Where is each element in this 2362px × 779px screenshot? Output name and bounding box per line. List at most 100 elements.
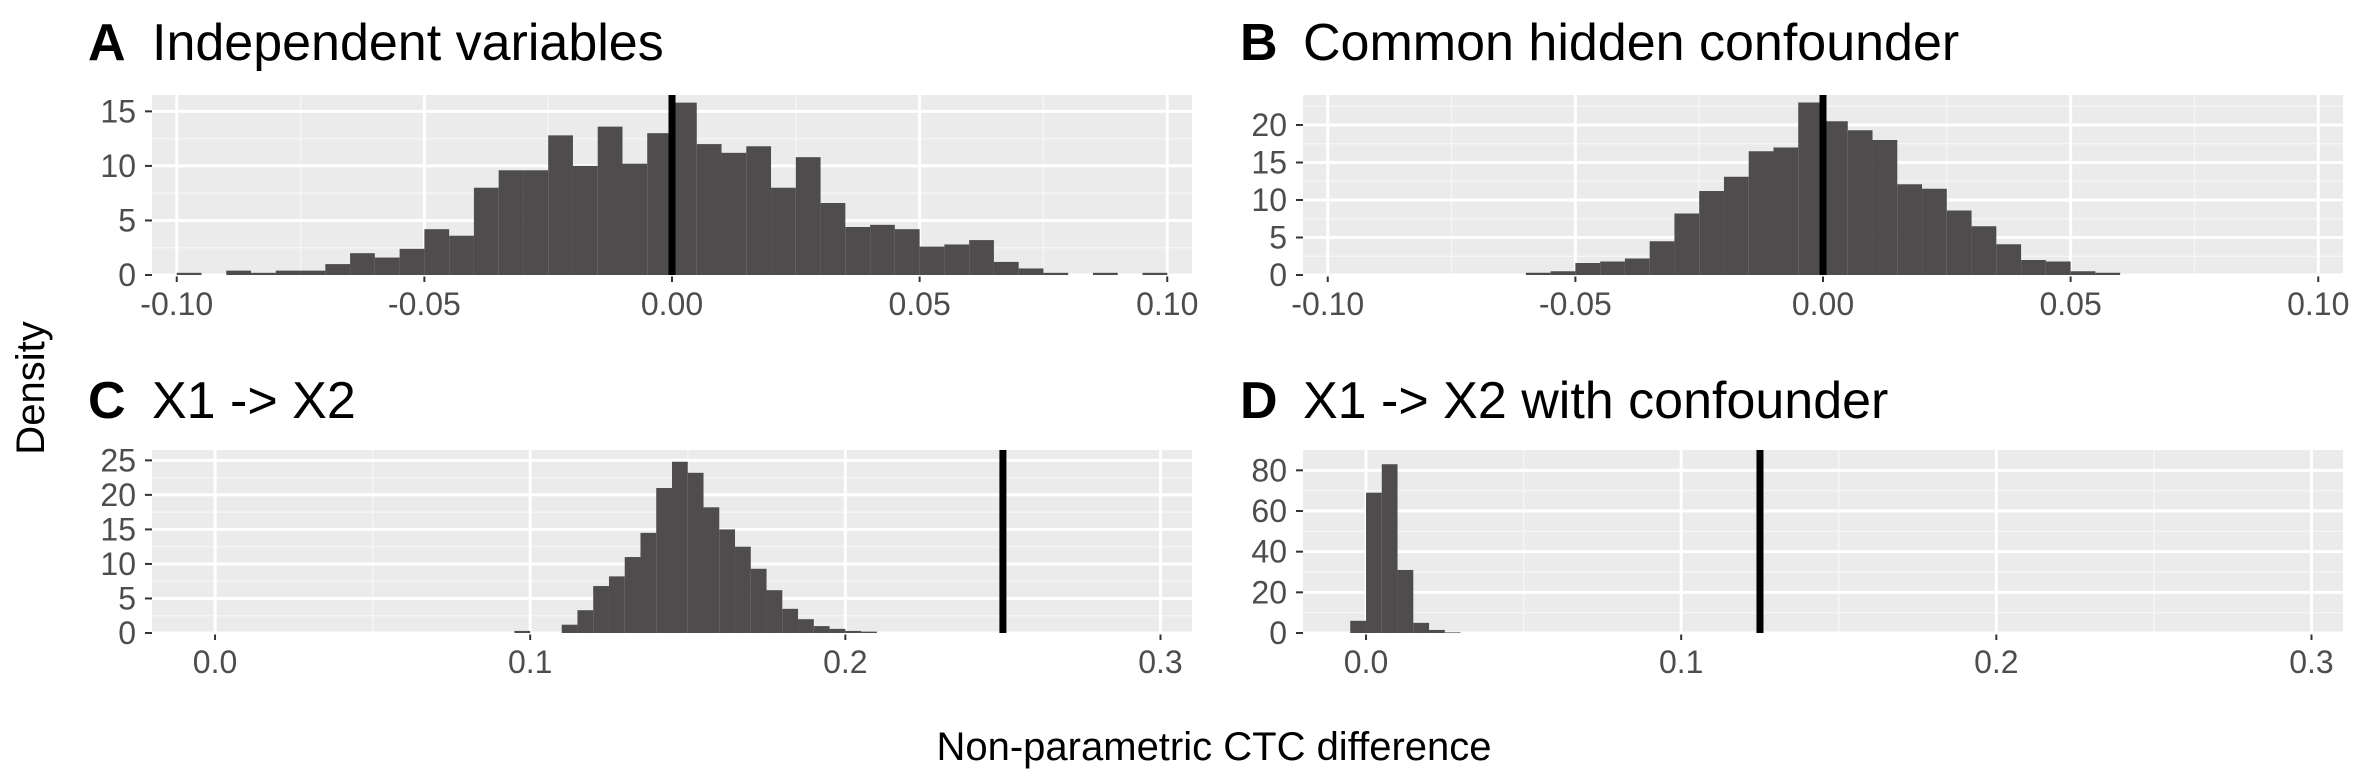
panel-a-histogram-bar xyxy=(548,135,573,275)
panel-a-histogram-bar xyxy=(795,157,821,275)
panel-c-xtick-label: 0.2 xyxy=(823,644,867,680)
panel-b-histogram-bar xyxy=(2070,271,2096,275)
panel-a-histogram-bar xyxy=(647,133,672,275)
panel-c-ytick-label: 5 xyxy=(118,580,136,616)
panel-b-xtick-label: 0.00 xyxy=(1792,286,1854,322)
panel-d-ytick-label: 60 xyxy=(1251,493,1287,529)
panel-c-xtick-label: 0.1 xyxy=(508,644,552,680)
panel-a-histogram-bar xyxy=(449,235,474,275)
panel-a-ytick-label: 15 xyxy=(100,93,136,129)
panel-c-histogram-bar xyxy=(561,624,578,633)
panel-a-histogram-bar xyxy=(1092,272,1118,275)
panel-a-xtick-label: 0.00 xyxy=(641,286,703,322)
panel-c-histogram-bar xyxy=(514,630,531,633)
panel-c-ytick-label: 20 xyxy=(100,477,136,513)
panel-b-histogram-bar xyxy=(1798,102,1823,275)
panel-a-histogram-bar xyxy=(176,272,202,275)
panel-c-histogram-bar xyxy=(608,576,625,633)
panel-a-ytick-label: 0 xyxy=(118,257,136,293)
panel-c-histogram-bar xyxy=(703,507,720,633)
panel-a-histogram-bar xyxy=(350,253,375,275)
panel-b-histogram-bar xyxy=(1946,210,1972,275)
panel-c-histogram-bar xyxy=(593,586,609,633)
panel-c-histogram-bar xyxy=(687,472,704,633)
panel-a-histogram-bar xyxy=(473,187,499,275)
panel-b-histogram-bar xyxy=(1624,258,1650,275)
panel-c-histogram-bar xyxy=(782,608,799,633)
panel-c-histogram-bar xyxy=(577,610,594,633)
panel-c-xtick-label: 0.3 xyxy=(1138,644,1182,680)
panel-b-xtick-label: 0.10 xyxy=(2287,286,2349,322)
panel-b-ytick-label: 5 xyxy=(1269,220,1287,256)
panel-c-histogram-bar xyxy=(672,461,688,633)
panel-c-histogram-bar xyxy=(845,630,862,633)
panel-a-xtick-label: -0.10 xyxy=(140,286,213,322)
panel-c-histogram-bar xyxy=(656,487,672,633)
panel-d-histogram-bar xyxy=(1397,569,1414,633)
panel-d-histogram-bar xyxy=(1366,492,1382,633)
panel-a-title: Independent variables xyxy=(152,14,664,72)
panel-b-histogram-bar xyxy=(1773,147,1799,275)
panel-c-title: X1 -> X2 xyxy=(152,372,356,430)
panel-c-histogram-bar xyxy=(750,568,767,633)
panel-b-histogram-bar xyxy=(1723,176,1749,275)
panel-b-histogram-bar xyxy=(2095,272,2121,275)
x-axis-title: Non-parametric CTC difference xyxy=(936,725,1491,769)
panel-d-ytick-label: 0 xyxy=(1269,615,1287,651)
panel-c-histogram-bar xyxy=(798,619,814,633)
panel-b-histogram-bar xyxy=(1649,241,1675,275)
panel-b-histogram-bar xyxy=(1525,272,1551,275)
panel-a-histogram-bar xyxy=(696,144,722,275)
panel-a-histogram-bar xyxy=(969,240,994,275)
panel-b-histogram-bar xyxy=(1674,213,1700,275)
panel-a-histogram-bar xyxy=(1142,272,1168,275)
panel-c-histogram-bar xyxy=(640,532,657,633)
panel-a-histogram-bar xyxy=(226,270,252,275)
panel-d-ytick-label: 40 xyxy=(1251,534,1287,570)
panel-b-ytick-label: 20 xyxy=(1251,107,1287,143)
panel-c-histogram-bar xyxy=(735,546,751,633)
panel-a-xtick-label: 0.10 xyxy=(1136,286,1198,322)
panel-b-ytick-label: 0 xyxy=(1269,257,1287,293)
panel-a-letter: A xyxy=(88,14,126,72)
panel-b-histogram-bar xyxy=(1971,226,1997,275)
panel-b-histogram-bar xyxy=(2045,261,2071,275)
panel-b-histogram-bar xyxy=(1996,244,2022,275)
panel-b-ytick-label: 10 xyxy=(1251,182,1287,218)
panel-a-xtick-label: -0.05 xyxy=(388,286,461,322)
panel-d-xtick-label: 0.2 xyxy=(1974,644,2018,680)
panel-a-histogram-bar xyxy=(746,146,772,275)
panel-b-histogram-bar xyxy=(1823,121,1848,275)
panel-a-histogram-bar xyxy=(919,246,945,275)
panel-c-histogram-bar xyxy=(766,590,783,633)
panel-a-histogram-bar xyxy=(251,272,276,275)
panel-a-histogram-bar xyxy=(870,224,895,275)
panel-a-histogram-bar xyxy=(672,102,697,276)
panel-a-histogram-bar xyxy=(1018,268,1044,275)
panel-a-histogram-bar xyxy=(820,203,846,275)
panel-c-letter: C xyxy=(88,372,126,430)
panel-c-histogram-bar xyxy=(624,557,641,633)
panel-b-histogram-bar xyxy=(1699,191,1724,275)
panel-a-histogram-bar xyxy=(325,264,351,275)
panel-a-histogram-bar xyxy=(523,170,549,275)
panel-c-ytick-label: 0 xyxy=(118,615,136,651)
panel-d-ytick-label: 80 xyxy=(1251,452,1287,488)
panel-d-histogram-bar xyxy=(1429,629,1445,633)
panel-b-xtick-label: -0.10 xyxy=(1291,286,1364,322)
panel-b-histogram-bar xyxy=(1600,261,1625,275)
panel-a-histogram-bar xyxy=(1043,272,1069,275)
panel-a-histogram-bar xyxy=(374,257,400,275)
panel-a-histogram-bar xyxy=(572,165,598,275)
panel-b-histogram-bar xyxy=(1897,184,1923,275)
panel-a-histogram-bar xyxy=(894,229,920,275)
panel-c-xtick-label: 0.0 xyxy=(193,644,237,680)
panel-d-ytick-label: 20 xyxy=(1251,574,1287,610)
panel-b-title: Common hidden confounder xyxy=(1303,14,1959,72)
panel-a-ytick-label: 5 xyxy=(118,202,136,238)
panel-c-histogram-bar xyxy=(719,529,736,633)
panel-b-histogram-bar xyxy=(1922,188,1947,275)
panel-d-histogram-bar xyxy=(1350,620,1367,633)
panel-b-histogram-bar xyxy=(1550,271,1576,275)
